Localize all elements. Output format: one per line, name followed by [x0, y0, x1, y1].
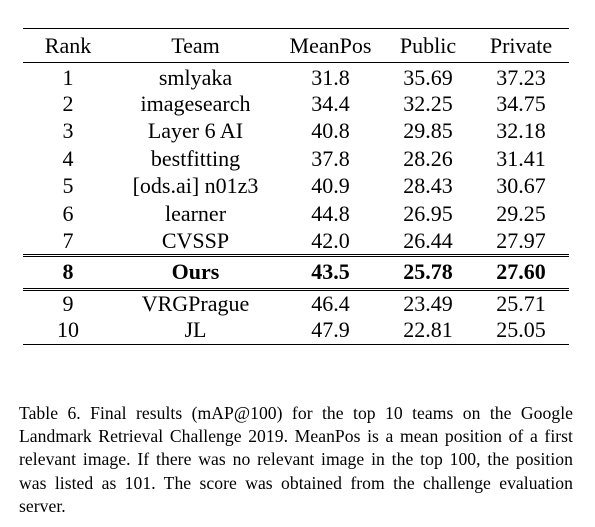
rank-cell: 4: [62, 145, 74, 171]
meanpos-cell: 42.0: [278, 227, 383, 257]
public-cell: 26.95: [403, 200, 453, 226]
private-cell: 32.18: [496, 118, 546, 144]
results-table: Rank Team MeanPos Public Private 1 smlya…: [23, 28, 569, 345]
rank-cell: 1: [62, 64, 74, 90]
rank-cell: 9: [62, 290, 74, 316]
rank-cell: 7: [23, 227, 113, 257]
meanpos-cell: 40.9: [311, 173, 350, 199]
private-cell: 27.60: [473, 255, 569, 291]
team-cell: CVSSP: [113, 227, 278, 257]
private-cell: 25.05: [473, 316, 569, 345]
public-cell: 29.85: [403, 118, 453, 144]
team-cell: imagesearch: [140, 90, 251, 116]
header-private: Private: [473, 28, 569, 63]
table-header-row: Rank Team MeanPos Public Private: [23, 28, 569, 63]
table-row: 4 bestfitting 37.8 28.26 31.41: [23, 145, 569, 173]
team-cell: learner: [164, 200, 227, 226]
private-cell: 34.75: [496, 90, 546, 116]
team-cell: Layer 6 AI: [147, 118, 244, 144]
meanpos-cell: 40.8: [311, 118, 350, 144]
team-cell: smlyaka: [158, 64, 233, 90]
team-cell: JL: [113, 316, 278, 345]
rank-cell: 10: [23, 316, 113, 345]
public-cell: 22.81: [383, 316, 473, 345]
rank-cell: 8: [23, 255, 113, 291]
table-row: 1 smlyaka 31.8 35.69 37.23: [23, 63, 569, 91]
team-cell: VRGPrague: [141, 290, 250, 316]
private-cell: 27.97: [473, 227, 569, 257]
rank-cell: 6: [62, 200, 74, 226]
rank-cell: 3: [62, 118, 74, 144]
table-row: 6 learner 44.8 26.95 29.25: [23, 200, 569, 228]
table-row: 10 JL 47.9 22.81 25.05: [23, 316, 569, 345]
public-cell: 28.43: [403, 173, 453, 199]
meanpos-cell: 44.8: [311, 200, 350, 226]
team-cell: Ours: [113, 255, 278, 291]
meanpos-cell: 34.4: [311, 90, 350, 116]
team-cell: bestfitting: [150, 145, 241, 171]
private-cell: 25.71: [496, 290, 546, 316]
header-rank: Rank: [23, 28, 113, 63]
meanpos-cell: 37.8: [311, 145, 350, 171]
table-row: 3 Layer 6 AI 40.8 29.85 32.18: [23, 118, 569, 146]
table-row: 2 imagesearch 34.4 32.25 34.75: [23, 90, 569, 118]
header-public: Public: [383, 28, 473, 63]
private-cell: 29.25: [496, 200, 546, 226]
meanpos-cell: 46.4: [311, 290, 350, 316]
rank-cell: 5: [62, 173, 74, 199]
header-team: Team: [113, 28, 278, 63]
rank-cell: 2: [62, 90, 74, 116]
private-cell: 37.23: [496, 64, 546, 90]
table-row-ours: 8 Ours 43.5 25.78 27.60: [23, 255, 569, 291]
public-cell: 23.49: [403, 290, 453, 316]
meanpos-cell: 47.9: [278, 316, 383, 345]
table-caption: Table 6. Final results (mAP@100) for the…: [19, 402, 573, 517]
team-cell: [ods.ai] n01z3: [132, 173, 259, 199]
meanpos-cell: 31.8: [311, 64, 350, 90]
public-cell: 28.26: [403, 145, 453, 171]
table-row: 9 VRGPrague 46.4 23.49 25.71: [23, 289, 569, 317]
public-cell: 26.44: [383, 227, 473, 257]
table-row: 7 CVSSP 42.0 26.44 27.97: [23, 227, 569, 257]
public-cell: 25.78: [383, 255, 473, 291]
public-cell: 32.25: [403, 90, 453, 116]
table-row: 5 [ods.ai] n01z3 40.9 28.43 30.67: [23, 173, 569, 201]
header-meanpos: MeanPos: [278, 28, 383, 63]
public-cell: 35.69: [403, 64, 453, 90]
private-cell: 31.41: [496, 145, 546, 171]
private-cell: 30.67: [496, 173, 546, 199]
meanpos-cell: 43.5: [278, 255, 383, 291]
